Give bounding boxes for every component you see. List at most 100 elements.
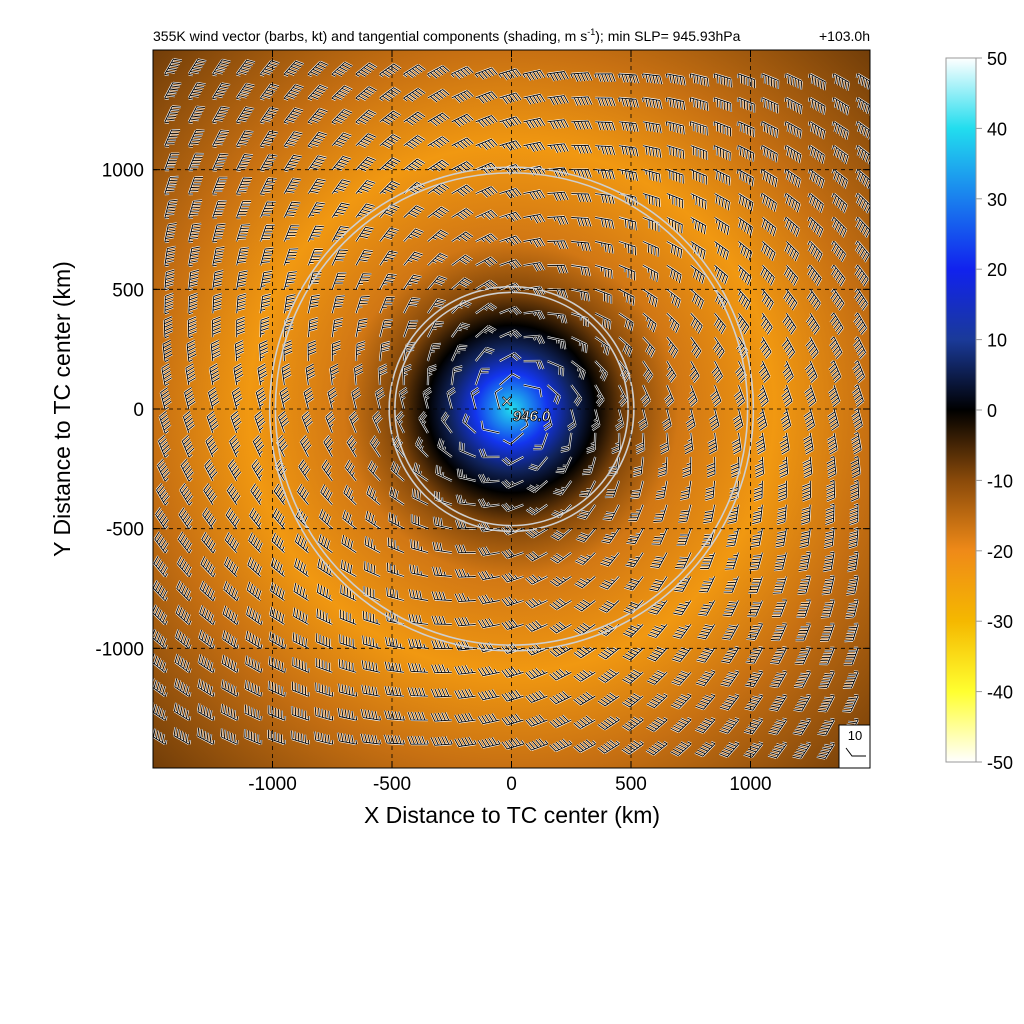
wind-barb — [808, 169, 825, 189]
y-axis-ticks: -1000 -500 0 500 1000 — [95, 161, 870, 660]
wind-barb — [293, 607, 309, 625]
wind-barb — [478, 546, 500, 556]
wind-barb — [738, 265, 752, 286]
wind-barb — [570, 384, 582, 407]
wind-barb — [642, 169, 661, 183]
wind-barb — [784, 193, 801, 213]
wind-barb — [387, 537, 405, 554]
wind-barb — [626, 528, 644, 545]
wind-barb — [856, 97, 870, 116]
x-tick-label: 0 — [506, 774, 517, 795]
y-tick-label: 0 — [133, 400, 144, 421]
wind-barb — [784, 97, 802, 115]
wind-barb — [475, 368, 490, 386]
wind-barb — [164, 269, 175, 291]
wind-barb — [501, 456, 524, 466]
wind-barb — [682, 456, 692, 478]
wind-barb — [784, 145, 802, 164]
wind-barb — [427, 183, 450, 195]
wind-barb — [355, 296, 370, 314]
wind-barb — [260, 154, 278, 172]
wind-barb — [259, 340, 269, 362]
wind-barb — [662, 408, 672, 431]
y-axis-label: Y Distance to TC center (km) — [49, 261, 75, 557]
wind-barb — [738, 288, 751, 310]
wind-barb — [760, 169, 778, 188]
wind-barb — [571, 144, 592, 154]
wind-barb — [547, 191, 569, 201]
wind-barb — [173, 702, 191, 721]
wind-barb — [647, 646, 668, 662]
wind-barb — [595, 288, 612, 304]
wind-barb — [700, 552, 716, 569]
wind-barb — [403, 158, 425, 171]
wind-barb — [267, 729, 286, 745]
wind-barb — [281, 363, 292, 386]
wind-barb — [807, 264, 822, 287]
wind-barb — [283, 60, 304, 77]
wind-barb — [842, 694, 859, 713]
wind-barb — [155, 507, 169, 530]
wind-barb — [154, 531, 169, 554]
wind-barb — [475, 186, 498, 198]
wind-barb — [375, 387, 385, 410]
wind-barb — [275, 459, 287, 482]
wind-barb — [307, 108, 328, 125]
wind-barb — [642, 360, 653, 383]
wind-barb — [666, 265, 682, 284]
wind-barb — [212, 82, 231, 100]
wind-barb — [316, 608, 333, 625]
wind-barb — [427, 65, 450, 79]
wind-barb — [477, 689, 500, 701]
wind-barb — [825, 503, 835, 525]
wind-barb — [695, 670, 716, 687]
wind-barb — [390, 461, 405, 482]
wind-barb — [413, 462, 429, 482]
wind-barb — [674, 576, 692, 592]
wind-barb — [200, 556, 216, 578]
wind-barb — [678, 504, 692, 523]
wind-barb — [331, 179, 351, 194]
wind-barb — [615, 408, 624, 431]
y-tick-label: 1000 — [102, 161, 144, 182]
wind-barb — [283, 225, 300, 242]
wind-barb — [224, 556, 239, 577]
wind-barb — [666, 288, 681, 309]
wind-barb — [761, 313, 773, 335]
wind-barb — [690, 241, 706, 260]
wind-barb — [355, 86, 377, 101]
wind-barb — [270, 582, 285, 601]
wind-barb — [236, 177, 253, 195]
wind-barb — [164, 176, 179, 195]
wind-barb — [160, 387, 172, 410]
wind-barb — [407, 711, 428, 721]
wind-barb — [591, 408, 600, 431]
wind-barb — [549, 669, 572, 681]
wind-barb — [855, 145, 870, 165]
wind-barb — [664, 384, 674, 407]
wind-barb — [665, 121, 685, 135]
wind-barb — [666, 336, 678, 359]
wind-barb — [185, 363, 196, 386]
wind-barb — [164, 246, 176, 267]
wind-barb — [828, 360, 842, 384]
wind-barb — [494, 387, 503, 410]
wind-barb — [331, 61, 353, 77]
wind-barb — [523, 141, 546, 152]
wind-barb — [820, 599, 835, 618]
wind-barb — [549, 621, 572, 634]
wind-barb — [690, 336, 702, 359]
wind-barb — [245, 655, 263, 673]
wind-barb — [618, 336, 633, 357]
wind-barb — [761, 97, 779, 114]
wind-barb — [316, 633, 333, 649]
wind-barb — [670, 741, 692, 757]
wind-barb — [770, 646, 787, 664]
wind-barb — [655, 480, 668, 500]
wind-barb — [433, 516, 452, 530]
wind-barb — [744, 670, 763, 688]
wind-barb — [153, 728, 167, 745]
wind-barb — [153, 702, 167, 721]
wind-barb — [364, 561, 381, 577]
wind-barb — [547, 336, 566, 350]
